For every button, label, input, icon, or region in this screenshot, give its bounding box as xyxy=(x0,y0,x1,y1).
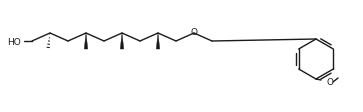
Polygon shape xyxy=(156,34,160,50)
Polygon shape xyxy=(84,34,88,50)
Text: O: O xyxy=(191,28,197,37)
Polygon shape xyxy=(120,34,124,50)
Text: O: O xyxy=(326,78,334,87)
Text: HO: HO xyxy=(7,38,21,47)
